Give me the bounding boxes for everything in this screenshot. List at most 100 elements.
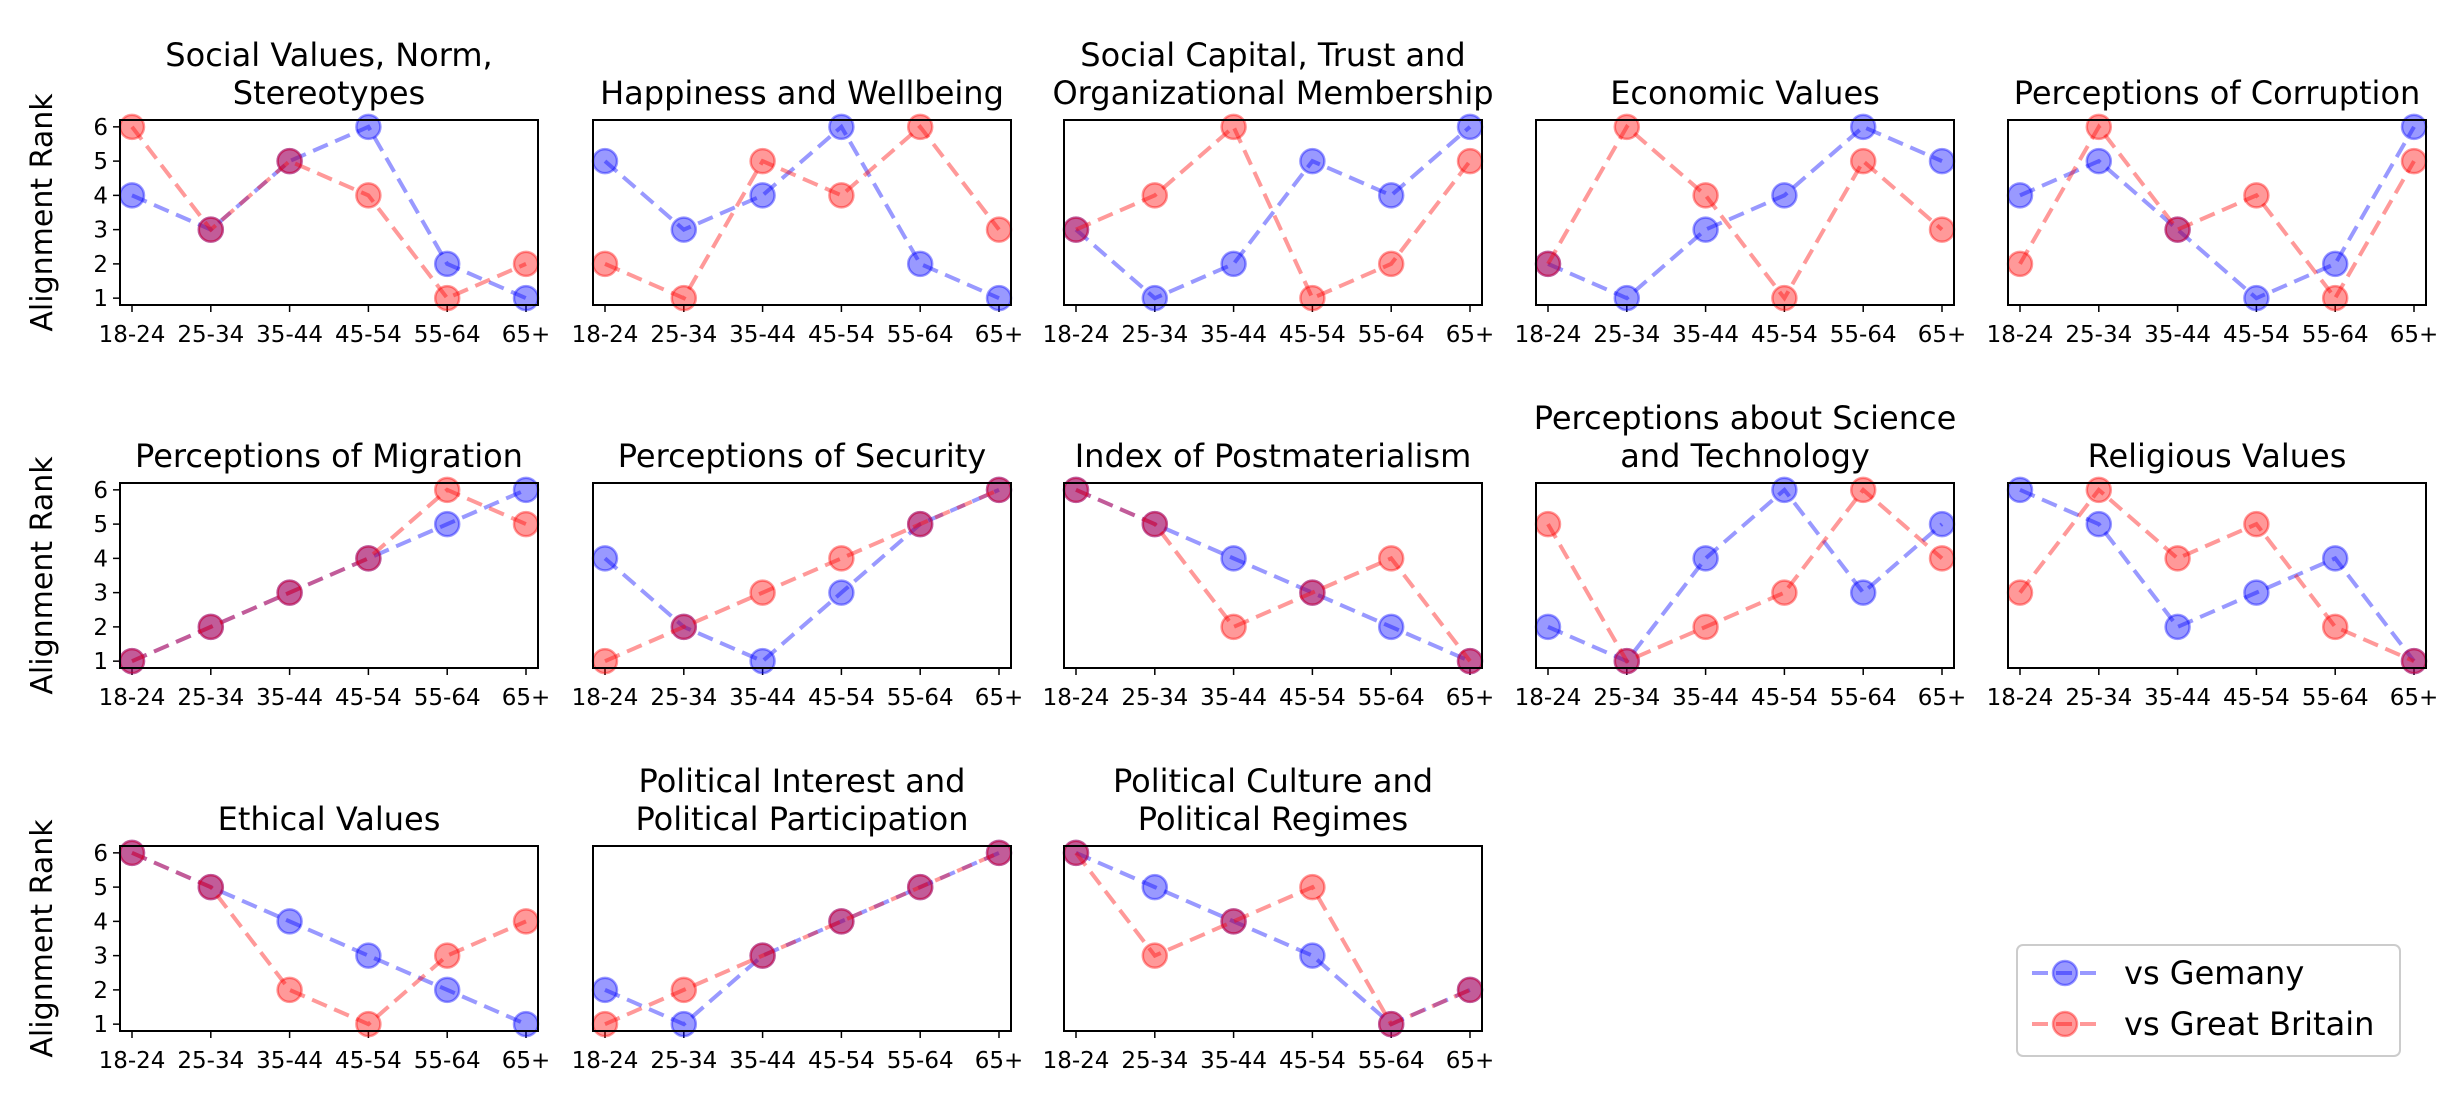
data-point	[1613, 284, 1641, 312]
data-point	[276, 579, 303, 606]
data-point	[906, 113, 934, 141]
data-point	[355, 1010, 382, 1038]
x-tick-label: 35-44	[1672, 322, 1739, 348]
data-point	[1377, 182, 1405, 209]
data-point	[197, 216, 225, 243]
data-point	[2243, 284, 2270, 312]
x-tick-label: 65+	[2390, 322, 2439, 348]
data-point	[985, 839, 1013, 867]
data-point	[749, 579, 776, 606]
y-tick-label: 2	[93, 252, 108, 278]
data-point	[1692, 216, 1719, 243]
data-point	[433, 976, 461, 1004]
data-point	[118, 647, 146, 675]
y-axis-label: Alignment Rank	[25, 456, 60, 695]
data-point	[1849, 113, 1877, 141]
data-point	[749, 942, 776, 969]
data-point	[2321, 284, 2349, 312]
data-point	[749, 647, 776, 675]
data-point	[118, 839, 146, 867]
data-point	[2164, 545, 2191, 572]
x-tick-label: 35-44	[729, 685, 796, 711]
panel-1: Social Values, Norm,Stereotypes 18-24 25-3…	[25, 36, 550, 348]
x-tick-label: 45-54	[2223, 685, 2290, 711]
x-tick-label: 55-64	[887, 685, 954, 711]
x-tick-label: 55-64	[414, 322, 481, 348]
x-tick-label: 35-44	[1672, 685, 1739, 711]
x-tick-label: 25-34	[2065, 685, 2132, 711]
y-tick-label: 2	[93, 978, 108, 1004]
x-tick-label: 65+	[975, 322, 1024, 348]
data-point	[1377, 545, 1405, 572]
panel-title: Political Interest and	[639, 762, 966, 800]
panel-7: Perceptions of Security 18-24 25-34 35-44 45…	[572, 437, 1024, 711]
x-tick-label: 35-44	[729, 1048, 796, 1074]
axes-frame	[119, 482, 539, 669]
y-tick-label: 4	[93, 546, 108, 572]
axes-frame	[119, 845, 539, 1032]
x-tick-label: 65+	[1918, 685, 1967, 711]
data-point	[749, 942, 776, 969]
legend-marker	[2051, 1010, 2079, 1038]
data-point	[2243, 182, 2270, 209]
data-point	[197, 873, 225, 901]
data-point	[2164, 613, 2191, 641]
data-point	[2400, 147, 2428, 175]
series-line	[1547, 486, 1944, 664]
data-point	[1849, 476, 1877, 504]
x-tick-label: 45-54	[808, 322, 875, 348]
data-point	[906, 873, 934, 901]
x-tick-label: 25-34	[1121, 1048, 1188, 1074]
data-point	[512, 284, 540, 312]
data-point	[1141, 873, 1169, 901]
data-point	[1377, 613, 1405, 641]
data-point	[1220, 908, 1247, 935]
data-point	[2243, 510, 2270, 538]
x-tick-label: 18-24	[572, 322, 639, 348]
panel-title: Religious Values	[2088, 437, 2347, 475]
x-tick-label: 25-34	[650, 685, 717, 711]
data-point	[591, 250, 619, 278]
data-point	[749, 182, 776, 209]
x-tick-label: 35-44	[1200, 322, 1267, 348]
data-point	[828, 182, 855, 209]
x-tick-label: 25-34	[177, 1048, 244, 1074]
axes-frame	[1063, 482, 1483, 669]
data-point	[1613, 647, 1641, 675]
data-point	[2006, 476, 2034, 504]
data-point	[2321, 250, 2349, 278]
legend-label: vs Gemany	[2124, 954, 2304, 992]
data-point	[355, 942, 382, 969]
data-point	[276, 976, 303, 1004]
data-point	[276, 579, 303, 606]
data-point	[828, 545, 855, 572]
x-tick-label: 25-34	[1593, 322, 1660, 348]
data-point	[1692, 182, 1719, 209]
y-tick-label: 6	[93, 478, 108, 504]
data-point	[670, 1010, 698, 1038]
data-point	[591, 147, 619, 175]
series-line	[2018, 486, 2415, 663]
x-tick-label: 35-44	[729, 322, 796, 348]
panel-title: Economic Values	[1610, 74, 1880, 112]
x-tick-label: 55-64	[1358, 1048, 1425, 1074]
panel-title: and Technology	[1620, 437, 1870, 475]
data-point	[591, 545, 619, 572]
series-line	[130, 125, 527, 301]
data-point	[1456, 647, 1484, 675]
data-point	[118, 113, 146, 141]
data-point	[355, 182, 382, 209]
data-point	[2006, 250, 2034, 278]
x-tick-label: 25-34	[177, 322, 244, 348]
x-tick-label: 25-34	[177, 685, 244, 711]
data-point	[512, 908, 540, 935]
data-point	[1220, 613, 1247, 641]
data-point	[985, 216, 1013, 243]
data-point	[985, 476, 1013, 504]
data-point	[1928, 216, 1956, 243]
y-tick-label: 5	[93, 875, 108, 901]
axes-frame	[592, 119, 1012, 306]
panel-title: Political Participation	[636, 800, 969, 838]
